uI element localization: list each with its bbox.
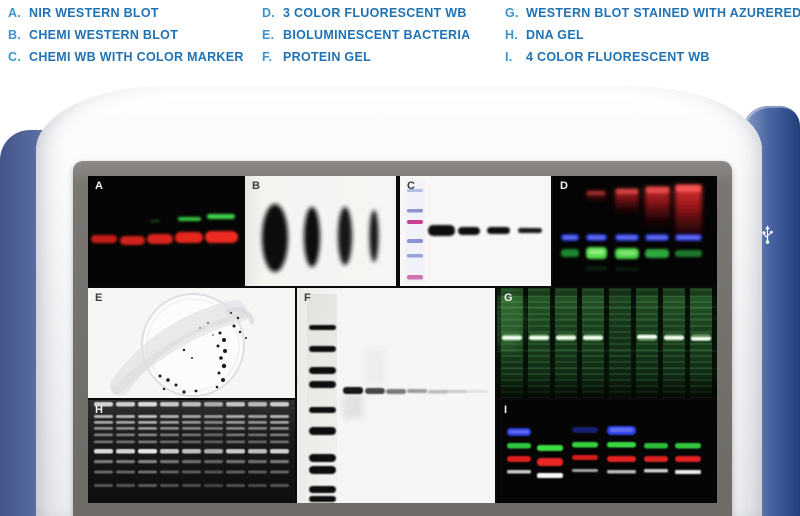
legend-label: CHEMI WESTERN BLOT bbox=[29, 28, 179, 42]
legend-label: NIR WESTERN BLOT bbox=[29, 6, 159, 20]
azurered-western-blot-image bbox=[497, 288, 717, 398]
legend-label: WESTERN BLOT STAINED WITH AZURERED bbox=[526, 6, 800, 20]
device-screen: A bbox=[88, 176, 717, 503]
panel-i-4-color-fluorescent-wb: I bbox=[497, 400, 717, 503]
legend-item-h: H. DNA GEL bbox=[505, 28, 800, 50]
legend-item-d: D. 3 COLOR FLUORESCENT WB bbox=[262, 6, 470, 28]
chemi-wb-color-marker-image bbox=[400, 176, 551, 286]
four-color-fluorescent-wb-image bbox=[497, 400, 717, 503]
panel-letter: G bbox=[504, 292, 514, 304]
panel-letter: A bbox=[95, 180, 104, 192]
dna-gel-image bbox=[88, 400, 295, 503]
panel-h-dna-gel: H bbox=[88, 400, 295, 503]
three-color-fluorescent-wb-image bbox=[553, 176, 717, 286]
usb-icon bbox=[762, 225, 773, 244]
legend-item-c: C. CHEMI WB WITH COLOR MARKER bbox=[8, 50, 244, 72]
legend-item-b: B. CHEMI WESTERN BLOT bbox=[8, 28, 244, 50]
chemi-western-blot-image bbox=[245, 176, 396, 286]
legend-letter: I. bbox=[505, 50, 513, 64]
bioluminescent-bacteria-image bbox=[88, 288, 295, 398]
panel-a-nir-western-blot: A bbox=[88, 176, 244, 286]
panel-g-azurered-western-blot: G bbox=[497, 288, 717, 398]
screen-bezel: A bbox=[73, 161, 732, 516]
panel-letter: F bbox=[304, 292, 312, 304]
legend-label: DNA GEL bbox=[526, 28, 584, 42]
legend-item-a: A. NIR WESTERN BLOT bbox=[8, 6, 244, 28]
legend-letter: A. bbox=[8, 6, 22, 20]
legend-letter: D. bbox=[262, 6, 276, 20]
panel-letter: D bbox=[560, 180, 569, 192]
legend-item-i: I. 4 COLOR FLUORESCENT WB bbox=[505, 50, 800, 72]
legend-label: 3 COLOR FLUORESCENT WB bbox=[283, 6, 467, 20]
panel-e-bioluminescent-bacteria: E bbox=[88, 288, 295, 398]
panel-c-chemi-wb-color-marker: C bbox=[400, 176, 551, 286]
legend-letter: G. bbox=[505, 6, 519, 20]
legend-label: BIOLUMINESCENT BACTERIA bbox=[283, 28, 471, 42]
legend-label: CHEMI WB WITH COLOR MARKER bbox=[29, 50, 244, 64]
panel-letter: I bbox=[504, 404, 508, 416]
legend-letter: H. bbox=[505, 28, 519, 42]
legend-letter: E. bbox=[262, 28, 275, 42]
legend-item-f: F. PROTEIN GEL bbox=[262, 50, 470, 72]
panel-letter: E bbox=[95, 292, 103, 304]
panel-letter: H bbox=[95, 404, 104, 416]
legend-column-3: G. WESTERN BLOT STAINED WITH AZURERED H. D… bbox=[505, 6, 800, 72]
legend-letter: F. bbox=[262, 50, 273, 64]
legend-item-e: E. BIOLUMINESCENT BACTERIA bbox=[262, 28, 470, 50]
panel-letter: C bbox=[407, 180, 416, 192]
legend-column-2: D. 3 COLOR FLUORESCENT WB E. BIOLUMINESCEN… bbox=[262, 6, 470, 72]
legend-item-g: G. WESTERN BLOT STAINED WITH AZURERED bbox=[505, 6, 800, 28]
panel-d-3-color-fluorescent-wb: D bbox=[553, 176, 717, 286]
legend-column-1: A. NIR WESTERN BLOT B. CHEMI WESTERN BLOT … bbox=[8, 6, 244, 72]
protein-gel-image bbox=[297, 288, 495, 503]
legend-letter: B. bbox=[8, 28, 22, 42]
legend-letter: C. bbox=[8, 50, 22, 64]
panel-f-protein-gel: F bbox=[297, 288, 495, 503]
panel-b-chemi-western-blot: B bbox=[245, 176, 396, 286]
nir-western-blot-image bbox=[91, 214, 238, 245]
legend-label: 4 COLOR FLUORESCENT WB bbox=[526, 50, 710, 64]
legend-label: PROTEIN GEL bbox=[283, 50, 372, 64]
panel-letter: B bbox=[252, 180, 261, 192]
